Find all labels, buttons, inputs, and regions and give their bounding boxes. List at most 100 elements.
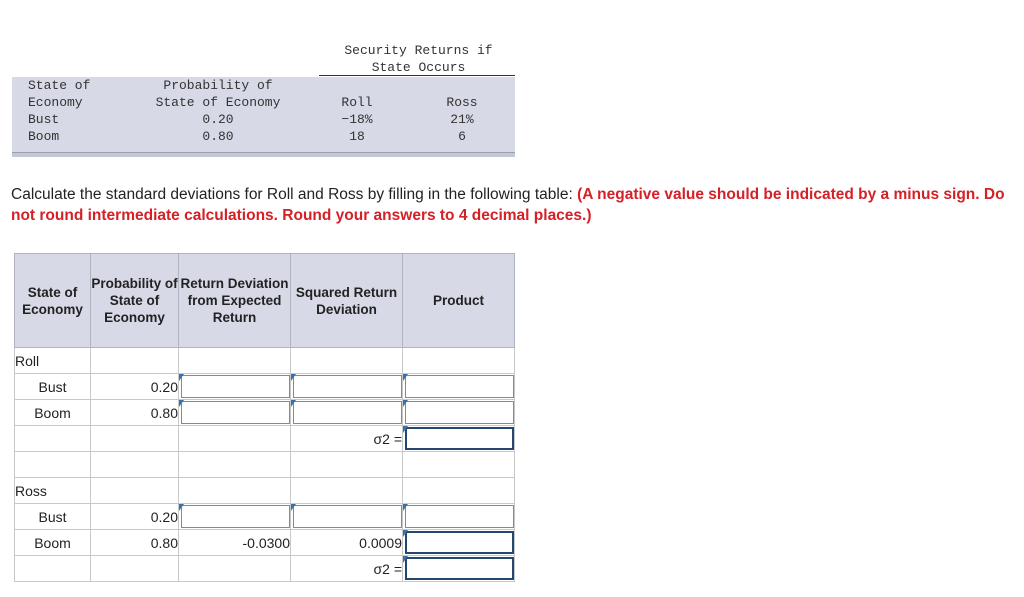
empty-cell <box>14 555 91 582</box>
header-squared-deviation: Squared Return Deviation <box>290 253 403 348</box>
empty-cell <box>178 347 291 374</box>
empty-cell <box>90 451 179 478</box>
input-flag-icon <box>403 374 408 381</box>
empty-cell <box>14 451 91 478</box>
given-row-boom-state: Boom <box>28 129 60 144</box>
header-probability: Probability of State of Economy <box>90 253 179 348</box>
roll-bust-state: Bust <box>14 373 91 400</box>
empty-cell <box>90 477 179 504</box>
roll-boom-state: Boom <box>14 399 91 426</box>
roll-bust-product-input[interactable] <box>402 373 515 400</box>
roll-boom-prob: 0.80 <box>90 399 179 426</box>
col-header-state-1: State of <box>28 78 91 93</box>
empty-cell <box>90 425 179 452</box>
ross-section-row: Ross <box>14 477 515 504</box>
empty-cell <box>90 347 179 374</box>
roll-sigma-label: σ2 = <box>290 425 403 452</box>
input-box[interactable] <box>293 375 402 398</box>
input-box[interactable] <box>293 505 402 528</box>
input-box[interactable] <box>405 557 514 580</box>
given-table-bottom-rule <box>12 152 515 157</box>
instructions-requirement: (A negative value should be indicated by… <box>11 186 1005 224</box>
given-data-table: Security Returns if State Occurs State o… <box>12 42 515 157</box>
input-flag-icon <box>403 400 408 407</box>
ross-bust-product-input[interactable] <box>402 503 515 530</box>
col-header-state-2: Economy <box>28 95 83 110</box>
input-flag-icon <box>403 426 408 433</box>
input-box[interactable] <box>405 505 514 528</box>
ross-bust-prob: 0.20 <box>90 503 179 530</box>
given-row-bust-state: Bust <box>28 112 60 127</box>
ross-sigma-label: σ2 = <box>290 555 403 582</box>
header-state: State of Economy <box>14 253 91 348</box>
col-header-roll: Roll <box>341 95 373 110</box>
table-row: Bust 0.20 <box>14 373 515 400</box>
input-flag-icon <box>403 556 408 563</box>
empty-cell <box>402 477 515 504</box>
header-security-text: Security Returns if <box>344 43 493 58</box>
input-flag-icon <box>179 400 184 407</box>
empty-cell <box>14 425 91 452</box>
security-returns-header: Security Returns if State Occurs <box>322 42 515 76</box>
input-flag-icon <box>291 504 296 511</box>
ross-boom-product-input[interactable] <box>402 529 515 556</box>
ross-variance-input[interactable] <box>402 555 515 582</box>
question-instructions: Calculate the standard deviations for Ro… <box>11 184 1011 226</box>
header-divider <box>319 75 515 76</box>
input-flag-icon <box>291 400 296 407</box>
header-state-occurs-text: State Occurs <box>371 60 466 75</box>
empty-cell <box>90 555 179 582</box>
empty-cell <box>290 347 403 374</box>
roll-boom-deviation-input[interactable] <box>178 399 291 426</box>
roll-bust-deviation-input[interactable] <box>178 373 291 400</box>
input-flag-icon <box>403 504 408 511</box>
input-flag-icon <box>179 504 184 511</box>
input-box[interactable] <box>181 505 290 528</box>
input-box[interactable] <box>293 401 402 424</box>
ross-boom-prob: 0.80 <box>90 529 179 556</box>
empty-cell <box>178 477 291 504</box>
input-box[interactable] <box>181 401 290 424</box>
empty-cell <box>402 451 515 478</box>
roll-bust-squared-input[interactable] <box>290 373 403 400</box>
given-row-boom-ross: 6 <box>458 129 466 144</box>
given-row-boom-prob: 0.80 <box>202 129 234 144</box>
roll-variance-input[interactable] <box>402 425 515 452</box>
empty-cell <box>178 555 291 582</box>
given-row-bust-prob: 0.20 <box>202 112 234 127</box>
empty-cell <box>178 425 291 452</box>
roll-section-row: Roll <box>14 347 515 374</box>
empty-cell <box>178 451 291 478</box>
ross-bust-deviation-input[interactable] <box>178 503 291 530</box>
roll-section-label: Roll <box>14 347 91 374</box>
input-box[interactable] <box>405 375 514 398</box>
ross-boom-state: Boom <box>14 529 91 556</box>
input-flag-icon <box>291 374 296 381</box>
ross-boom-deviation-value: -0.0300 <box>178 529 291 556</box>
ross-bust-squared-input[interactable] <box>290 503 403 530</box>
input-flag-icon <box>179 374 184 381</box>
empty-cell <box>290 451 403 478</box>
given-row-boom-roll: 18 <box>349 129 365 144</box>
answer-table-header-row: State of Economy Probability of State of… <box>14 253 515 348</box>
col-header-ross: Ross <box>446 95 478 110</box>
roll-variance-row: σ2 = <box>14 425 515 452</box>
col-header-prob-2: State of Economy <box>155 95 281 110</box>
ross-boom-squared-value: 0.0009 <box>290 529 403 556</box>
input-flag-icon <box>403 530 408 537</box>
table-row: Boom 0.80 <box>14 399 515 426</box>
given-row-bust-roll: −18% <box>341 112 373 127</box>
table-row: Boom 0.80 -0.0300 0.0009 <box>14 529 515 556</box>
header-product: Product <box>402 253 515 348</box>
table-row: Bust 0.20 <box>14 503 515 530</box>
input-box[interactable] <box>405 427 514 450</box>
input-box[interactable] <box>405 401 514 424</box>
col-header-prob-1: Probability of <box>163 78 273 93</box>
roll-boom-squared-input[interactable] <box>290 399 403 426</box>
spacer-row <box>14 451 515 478</box>
input-box[interactable] <box>181 375 290 398</box>
roll-boom-product-input[interactable] <box>402 399 515 426</box>
header-return-deviation: Return Deviation from Expected Return <box>178 253 291 348</box>
input-box[interactable] <box>405 531 514 554</box>
instructions-text: Calculate the standard deviations for Ro… <box>11 186 578 203</box>
